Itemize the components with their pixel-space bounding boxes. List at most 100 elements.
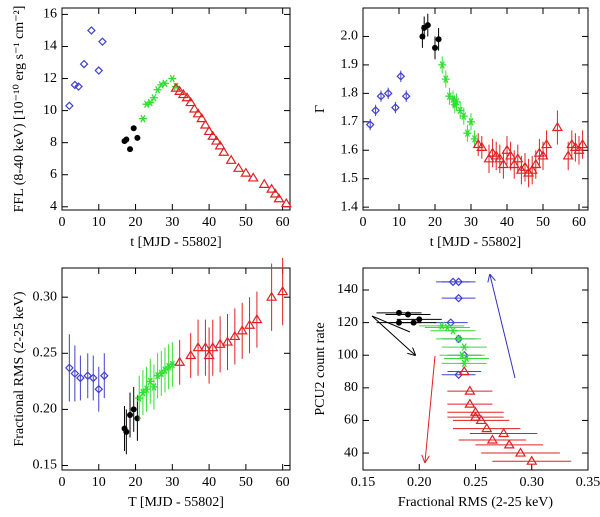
point	[365, 120, 375, 129]
x-tick-label: 0	[59, 475, 66, 490]
point	[172, 82, 180, 91]
point	[435, 36, 442, 43]
point	[472, 138, 484, 149]
point	[454, 293, 463, 303]
point	[464, 398, 476, 408]
y-tick-label: 120	[337, 315, 358, 330]
point	[142, 385, 151, 394]
x-tick-label: 0.15	[351, 475, 376, 490]
point	[199, 342, 211, 352]
point	[441, 75, 450, 83]
x-tick-label: 50	[536, 215, 550, 230]
y-tick-label: 100	[337, 347, 358, 362]
point	[210, 135, 223, 145]
point	[486, 434, 498, 444]
point	[454, 277, 463, 287]
point	[203, 349, 215, 360]
point	[192, 108, 204, 118]
point	[449, 326, 457, 335]
point	[551, 121, 563, 132]
x-tick-label: 0	[59, 215, 66, 230]
y-tick-label: 14	[43, 39, 57, 54]
x-tick-label: 50	[239, 475, 253, 490]
point	[487, 147, 499, 157]
y-tick-label: 1.6	[341, 142, 359, 157]
point	[207, 342, 219, 352]
y-tick-label: 16	[43, 7, 57, 22]
point	[83, 371, 93, 381]
point	[448, 277, 458, 287]
point	[65, 363, 74, 373]
point	[467, 117, 475, 126]
point	[462, 354, 471, 363]
point	[508, 158, 520, 169]
point	[277, 285, 289, 296]
point	[177, 88, 189, 99]
x-tick-label: 20	[129, 475, 143, 490]
x-tick-label: 0.25	[463, 475, 488, 490]
point	[459, 112, 468, 120]
point	[458, 365, 470, 376]
point	[280, 197, 292, 208]
point	[123, 428, 130, 435]
point	[437, 322, 446, 330]
point	[266, 291, 278, 301]
point	[416, 316, 423, 323]
x-axis-label: T [MJD - 55802]	[128, 495, 224, 510]
point	[497, 158, 509, 169]
plot-frame	[61, 267, 291, 471]
plot-frame	[61, 7, 291, 211]
point	[483, 153, 495, 163]
point	[523, 167, 535, 177]
point	[566, 138, 578, 149]
point	[519, 161, 531, 171]
point	[490, 150, 502, 160]
x-tick-label: 40	[202, 475, 216, 490]
point	[94, 384, 104, 394]
point	[240, 167, 252, 177]
point	[243, 319, 256, 329]
point	[464, 385, 476, 395]
y-tick-label: 0.20	[33, 402, 58, 417]
y-tick-label: 2.0	[341, 29, 359, 44]
point	[157, 369, 166, 378]
point	[221, 336, 234, 346]
y-tick-label: 10	[43, 103, 57, 118]
point	[247, 172, 259, 182]
y-tick-label: 80	[344, 380, 358, 395]
point	[562, 150, 574, 160]
point	[443, 323, 452, 332]
x-tick-label: 30	[464, 215, 478, 230]
point	[460, 343, 469, 351]
point	[454, 335, 463, 343]
plot-frame	[362, 7, 589, 211]
point	[456, 106, 465, 115]
point	[149, 383, 158, 391]
point	[470, 135, 479, 143]
y-tick-label: 6	[50, 167, 57, 182]
point	[391, 103, 400, 112]
point	[401, 91, 411, 101]
point	[168, 74, 177, 83]
point	[203, 125, 215, 136]
point	[188, 103, 200, 113]
point	[410, 319, 417, 326]
point	[371, 106, 380, 115]
point	[192, 342, 204, 352]
point	[512, 153, 524, 163]
trend-arrow	[371, 315, 415, 355]
point	[229, 330, 241, 341]
x-tick-label: 30	[165, 215, 179, 230]
point	[463, 129, 472, 138]
point	[469, 406, 482, 416]
point	[181, 92, 193, 102]
point	[533, 147, 545, 157]
point	[266, 183, 278, 193]
y-tick-label: 8	[50, 135, 57, 150]
point	[530, 158, 542, 169]
point	[138, 114, 147, 123]
y-tick-label: 1.9	[341, 57, 359, 72]
point	[577, 138, 589, 149]
point	[149, 93, 158, 102]
